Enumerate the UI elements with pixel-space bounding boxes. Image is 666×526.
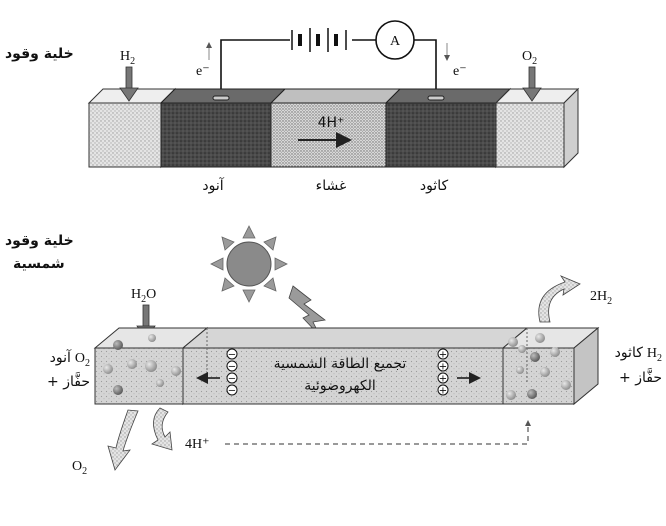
- solar-cell-title-2: شمسية: [13, 256, 65, 272]
- o2-out-arrow: [107, 409, 139, 471]
- anode-bubbles: [103, 334, 181, 395]
- center-label-1: تجميع الطاقة الشمسية: [274, 356, 407, 372]
- membrane-block: [270, 102, 387, 168]
- water-label: H2O: [131, 287, 156, 305]
- fuel-cell-title: خلية وقود: [5, 46, 74, 62]
- proton-flow-label-solar: 4H⁺: [185, 437, 210, 452]
- top-cell-slab: [87, 87, 580, 169]
- h2-out-label: 2H2: [590, 289, 612, 307]
- svg-text:−: −: [228, 386, 236, 397]
- center-label-2: الكهروضوئية: [304, 378, 376, 394]
- svg-text:+: +: [439, 362, 447, 373]
- proton-dashed-path: [225, 420, 531, 445]
- svg-text:+: +: [439, 386, 447, 397]
- battery-icon: [291, 28, 347, 52]
- cathode-label: كاثود: [420, 178, 449, 194]
- anode-label-line1: آنود O2: [50, 349, 90, 369]
- cathode-bubbles: [506, 333, 571, 400]
- anode-label: آنود: [202, 177, 224, 194]
- svg-text:−: −: [228, 362, 236, 373]
- solar-cell-title-1: خلية وقود: [5, 233, 74, 249]
- proton-flow-label: 4H⁺: [318, 115, 345, 131]
- o2-out-label: O2: [72, 459, 87, 477]
- cathode-label-line2: + حفَّاز: [619, 368, 662, 386]
- o2-inlet-arrow: [522, 66, 542, 102]
- cathode-block: [385, 102, 497, 168]
- svg-text:−: −: [228, 374, 236, 385]
- svg-text:+: +: [439, 350, 447, 361]
- h2-inlet-arrow: [119, 66, 139, 102]
- ammeter-icon: A: [375, 20, 415, 60]
- anode-block: [160, 102, 272, 168]
- membrane-label: غشاء: [316, 178, 347, 194]
- h2-out-arrow: [538, 275, 581, 323]
- ammeter-label: A: [390, 34, 401, 49]
- sun-icon: [210, 225, 288, 303]
- return-arrow: [151, 407, 173, 451]
- anode-label-line2: + حفَّاز: [47, 372, 90, 390]
- svg-text:+: +: [439, 374, 447, 385]
- electron-right-label: e⁻: [453, 64, 467, 79]
- external-circuit: [220, 39, 437, 97]
- positive-charges: + + + +: [437, 348, 449, 397]
- electron-arrows: [206, 42, 450, 61]
- o2-label: O2: [522, 49, 537, 67]
- negative-charges: − − − −: [226, 348, 238, 397]
- svg-text:−: −: [228, 350, 236, 361]
- h2-label: H2: [120, 49, 135, 67]
- electron-left-label: e⁻: [196, 64, 210, 79]
- cathode-label-line1: كاثود H2: [615, 345, 662, 364]
